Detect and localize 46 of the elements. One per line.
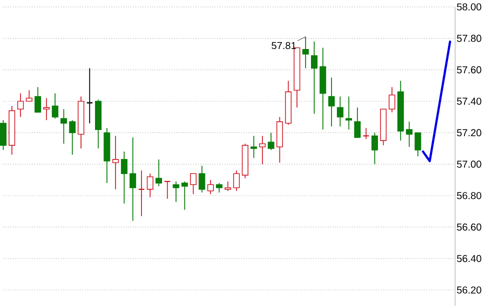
candlestick: [388, 86, 396, 113]
candlestick: [190, 173, 197, 195]
y-tick-label: 57.80: [456, 34, 482, 42]
candlestick: [414, 132, 422, 157]
candlestick: [354, 107, 361, 138]
candlestick: [181, 181, 188, 210]
candlestick: [198, 165, 206, 193]
candlestick: [17, 92, 24, 118]
y-tick-label: 56.20: [456, 286, 482, 294]
y-tick-label: 56.80: [456, 192, 482, 200]
candlestick: [371, 132, 378, 165]
annotation: 57.81: [272, 42, 296, 50]
candlestick: [207, 179, 214, 195]
candlestick: [52, 92, 58, 120]
candlestick: [120, 151, 128, 204]
candlestick: [233, 170, 240, 192]
candlestick: [43, 98, 50, 121]
candlestick: [34, 86, 42, 113]
y-tick-label: 56.60: [456, 224, 482, 231]
candlestick: [259, 135, 266, 165]
y-tick-label: 57.20: [456, 129, 482, 136]
candlestick: [86, 68, 94, 124]
candlestick: [26, 90, 32, 102]
y-tick-label: 57.40: [456, 98, 482, 105]
candlestick: [302, 36, 309, 69]
candlestick: [250, 135, 258, 158]
candlestick: [112, 135, 119, 190]
y-tick-label: 58.00: [456, 3, 482, 10]
candlestick: [336, 96, 344, 127]
candlestick: [406, 121, 412, 148]
candlestick: [0, 120, 7, 150]
candlestick: [138, 170, 145, 217]
y-tick-label: 56.40: [456, 255, 482, 262]
candlestick: [216, 182, 222, 193]
candlestick: [146, 173, 154, 198]
candlestick: [69, 120, 76, 156]
candlestick: [130, 137, 136, 222]
candlestick: [60, 108, 67, 144]
candlestick: [328, 77, 335, 127]
candlestick: [310, 41, 318, 114]
y-tick-label: 57.00: [456, 160, 482, 168]
candlestick: [155, 159, 162, 187]
candlestick: [346, 96, 352, 130]
candlestick: [268, 132, 274, 150]
candlestick: [172, 181, 180, 202]
y-tick-label: 57.60: [456, 66, 482, 74]
